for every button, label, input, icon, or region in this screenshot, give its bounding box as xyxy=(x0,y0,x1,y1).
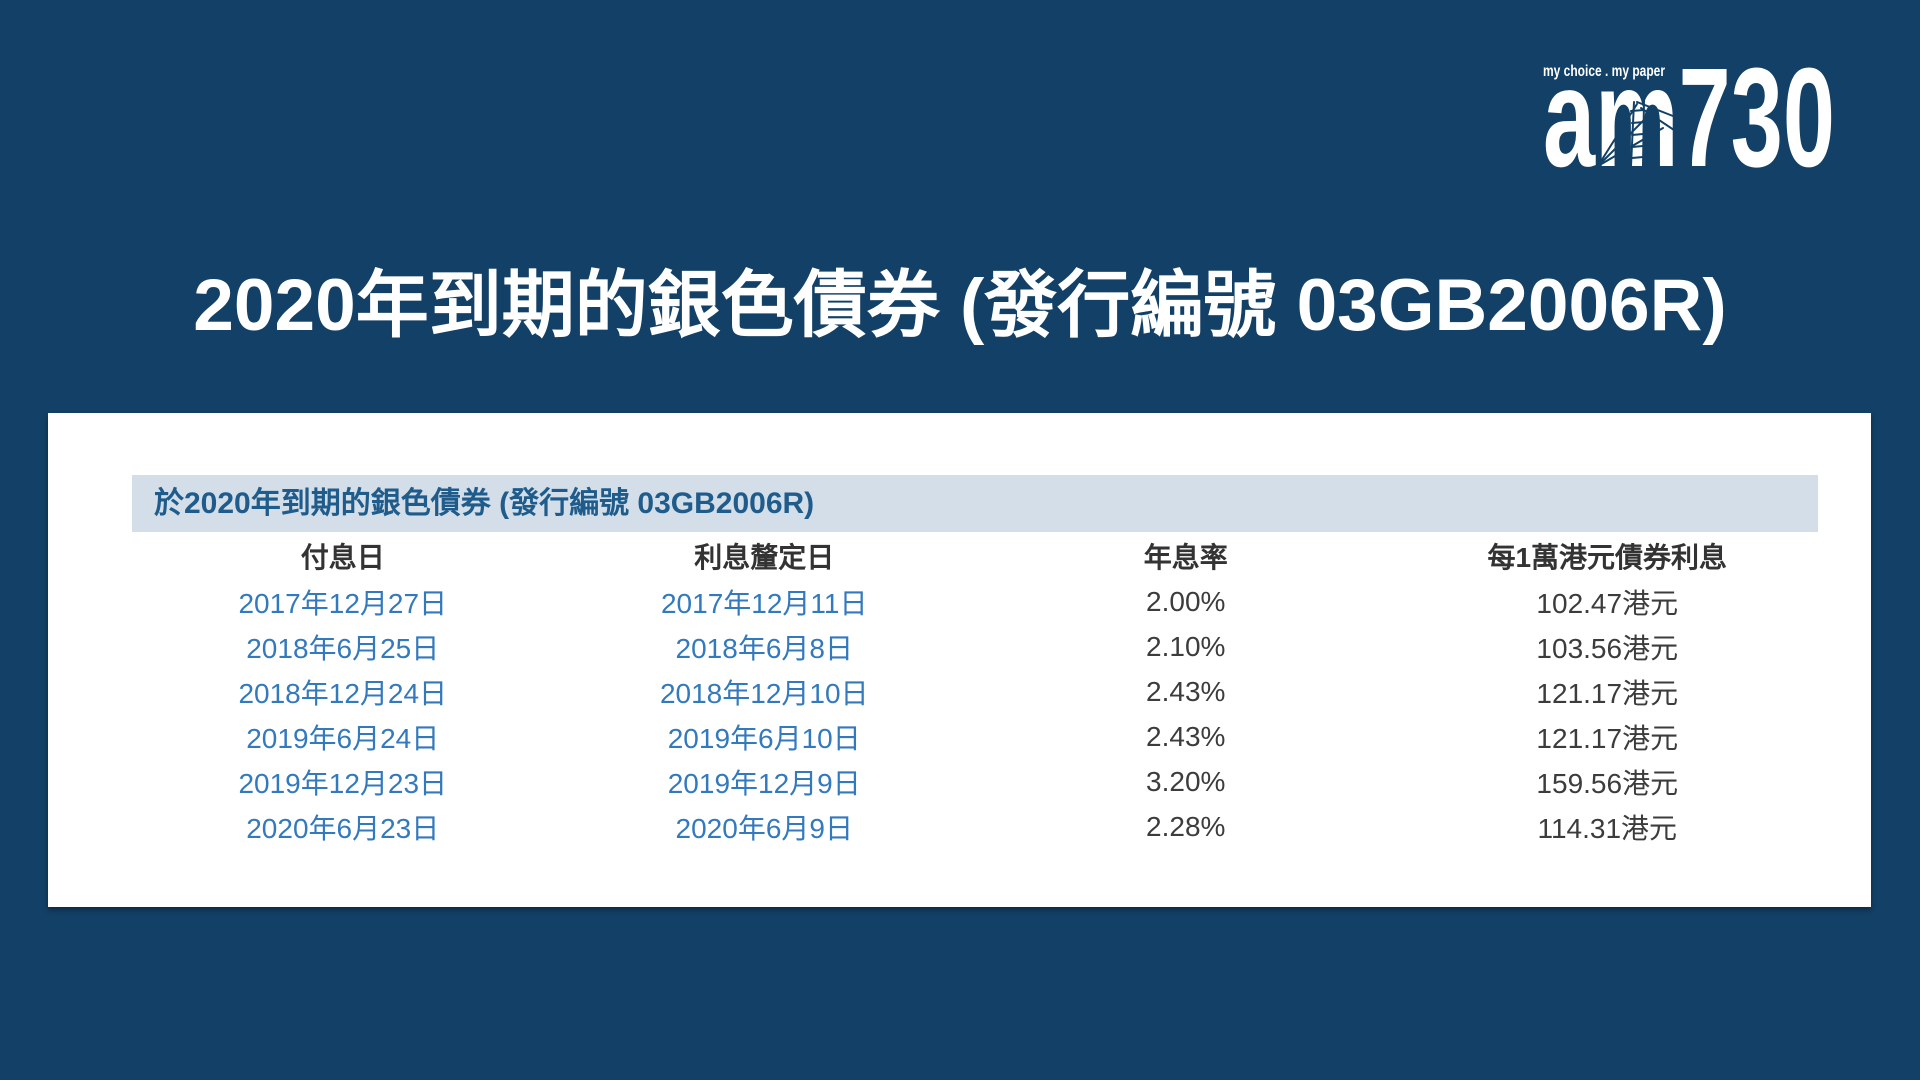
page-title: 2020年到期的銀色債券 (發行編號 03GB2006R) xyxy=(193,265,1727,346)
table-row: 2019年6月24日 2019年6月10日 2.43% 121.17港元 xyxy=(132,714,1818,759)
am730-logo-graphic: my choice . my paper am730 xyxy=(1543,56,1835,174)
value-cell: 2.00% xyxy=(1146,585,1226,617)
date-cell: 2018年12月10日 xyxy=(659,677,869,709)
logo-tagline: my choice . my paper xyxy=(1543,63,1665,80)
date-cell: 2019年12月23日 xyxy=(238,767,448,799)
column-header-3: 年息率 xyxy=(1143,541,1228,573)
value-cell: 114.31港元 xyxy=(1537,812,1678,844)
table-header: 付息日 利息釐定日 年息率 每1萬港元債券利息 xyxy=(132,532,1818,579)
value-cell: 3.20% xyxy=(1146,765,1226,797)
value-cell: 121.17港元 xyxy=(1536,677,1679,709)
table-row: 2019年12月23日 2019年12月9日 3.20% 159.56港元 xyxy=(132,759,1818,804)
logo-brand-text: am730 xyxy=(1543,56,1835,174)
value-cell: 159.56港元 xyxy=(1536,767,1679,799)
value-cell: 103.56港元 xyxy=(1536,632,1679,664)
value-cell: 2.43% xyxy=(1146,720,1226,752)
value-cell: 2.28% xyxy=(1146,810,1226,842)
date-cell: 2020年6月9日 xyxy=(675,812,853,844)
table-row: 2018年6月25日 2018年6月8日 2.10% 103.56港元 xyxy=(132,624,1818,669)
date-cell: 2020年6月23日 xyxy=(246,812,440,844)
column-header-1: 付息日 xyxy=(300,541,385,573)
column-header-2: 利息釐定日 xyxy=(694,541,835,573)
table-body: 2017年12月27日 2017年12月11日 2.00% 102.47港元 2018年… xyxy=(132,579,1818,849)
column-header-4: 每1萬港元債券利息 xyxy=(1487,541,1728,573)
table-card: 於2020年到期的銀色債券 (發行編號 03GB2006R) 付息日 利息釐定日 年… xyxy=(48,413,1871,907)
table-caption: 於2020年到期的銀色債券 (發行編號 03GB2006R) xyxy=(132,475,1818,532)
value-cell: 102.47港元 xyxy=(1536,587,1679,619)
table-row: 2018年12月24日 2018年12月10日 2.43% 121.17港元 xyxy=(132,669,1818,714)
date-cell: 2018年12月24日 xyxy=(238,677,448,709)
date-cell: 2017年12月27日 xyxy=(238,587,448,619)
bridge-graphic xyxy=(1597,99,1675,167)
date-cell: 2019年6月10日 xyxy=(667,722,861,754)
bond-interest-table: 付息日 利息釐定日 年息率 每1萬港元債券利息 2017年12月27日 2017年12月… xyxy=(132,532,1818,849)
date-cell: 2018年6月25日 xyxy=(246,632,440,664)
value-cell: 2.43% xyxy=(1146,675,1226,707)
table-row: 2017年12月27日 2017年12月11日 2.00% 102.47港元 xyxy=(132,579,1818,624)
am730-logo: my choice . my paper am730 xyxy=(1543,56,1835,174)
date-cell: 2018年6月8日 xyxy=(675,632,853,664)
date-cell: 2019年12月9日 xyxy=(667,767,861,799)
value-cell: 121.17港元 xyxy=(1536,722,1679,754)
value-cell: 2.10% xyxy=(1146,630,1226,662)
date-cell: 2017年12月11日 xyxy=(660,587,868,619)
date-cell: 2019年6月24日 xyxy=(246,722,440,754)
table-header-row: 付息日 利息釐定日 年息率 每1萬港元債券利息 xyxy=(132,532,1818,579)
table-row: 2020年6月23日 2020年6月9日 2.28% 114.31港元 xyxy=(132,804,1818,849)
